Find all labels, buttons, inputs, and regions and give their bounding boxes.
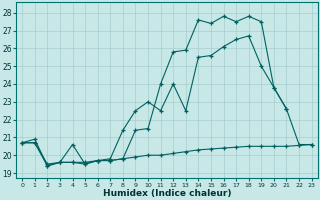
X-axis label: Humidex (Indice chaleur): Humidex (Indice chaleur) (103, 189, 231, 198)
